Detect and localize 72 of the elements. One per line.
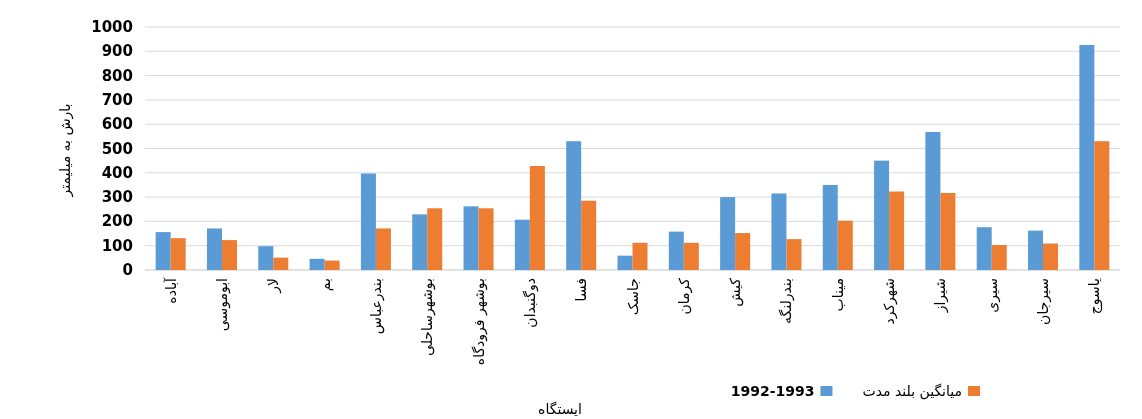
x-tick-label: میناب (829, 278, 846, 312)
bar (1043, 243, 1059, 270)
bar (822, 184, 838, 270)
bar (206, 228, 222, 270)
bar (581, 200, 597, 270)
bar (360, 173, 376, 270)
bar (889, 191, 905, 270)
bar (837, 220, 853, 270)
bar (940, 192, 956, 270)
bar (683, 242, 699, 270)
x-tick-label: بم (316, 278, 334, 292)
legend-label: میانگین بلند مدت (862, 383, 962, 400)
bar (324, 260, 340, 270)
y-tick-label: 0 (122, 261, 133, 279)
x-tick-label: فسا (573, 278, 590, 302)
x-tick-label: بوشهرساحلی (419, 278, 437, 356)
y-tick-label: 800 (101, 66, 133, 85)
bar (617, 255, 633, 270)
x-tick-label: شهرکرد (881, 278, 899, 325)
bar (514, 219, 530, 270)
bar (1079, 44, 1095, 270)
x-tick-label: کیش (727, 277, 745, 307)
bar (1028, 230, 1044, 270)
x-axis-title: ایستگاه (538, 401, 582, 417)
bar (632, 242, 648, 270)
x-tick-label: یاسوج (1086, 277, 1104, 315)
bar (427, 208, 443, 270)
bar (529, 166, 545, 270)
y-tick-label: 500 (101, 139, 133, 158)
bar (375, 228, 391, 270)
y-tick-label: 100 (101, 236, 133, 255)
bar (976, 227, 992, 270)
bar (221, 240, 237, 270)
bar (720, 197, 736, 270)
bar (991, 244, 1007, 270)
x-tick-label: بوشهر فرودگاه (470, 278, 488, 366)
legend-label: 1992-1993 (730, 383, 815, 399)
bar (478, 208, 494, 270)
y-tick-label: 700 (101, 90, 133, 109)
x-tick-label: ابوموسی (213, 278, 231, 332)
bar (170, 238, 186, 270)
bar (925, 131, 941, 270)
bar (786, 239, 802, 270)
y-axis-title: بارش به میلیمتر (57, 103, 74, 198)
bar (463, 206, 479, 270)
y-tick-label: 900 (101, 42, 133, 61)
x-tick-label: لار (265, 278, 283, 294)
bar (566, 141, 582, 270)
bar (273, 257, 289, 270)
x-tick-label: بندرلنگه (778, 278, 796, 324)
bar (1094, 141, 1110, 270)
x-tick-label: دوگنبدان (521, 278, 539, 328)
x-tick-label: سیرجان (1035, 278, 1053, 325)
y-tick-label: 400 (101, 163, 133, 182)
bar (874, 160, 890, 270)
bar (735, 233, 751, 270)
bar (668, 231, 684, 270)
y-tick-label: 600 (101, 115, 133, 134)
bar (155, 232, 171, 270)
x-tick-label: کرمان (675, 277, 693, 315)
x-tick-label: جاسک (624, 278, 641, 316)
bar (309, 258, 325, 270)
x-tick-label: شیراز (932, 278, 950, 314)
bar (258, 246, 274, 270)
x-tick-label: بندرعباس (367, 278, 385, 335)
bar (412, 214, 428, 270)
y-tick-label: 300 (101, 188, 133, 207)
x-tick-label: سیری (983, 278, 1001, 313)
bar (771, 193, 787, 270)
y-tick-label: 200 (101, 212, 133, 231)
y-tick-label: 1000 (91, 18, 133, 36)
x-tick-label: آباده (162, 276, 179, 304)
